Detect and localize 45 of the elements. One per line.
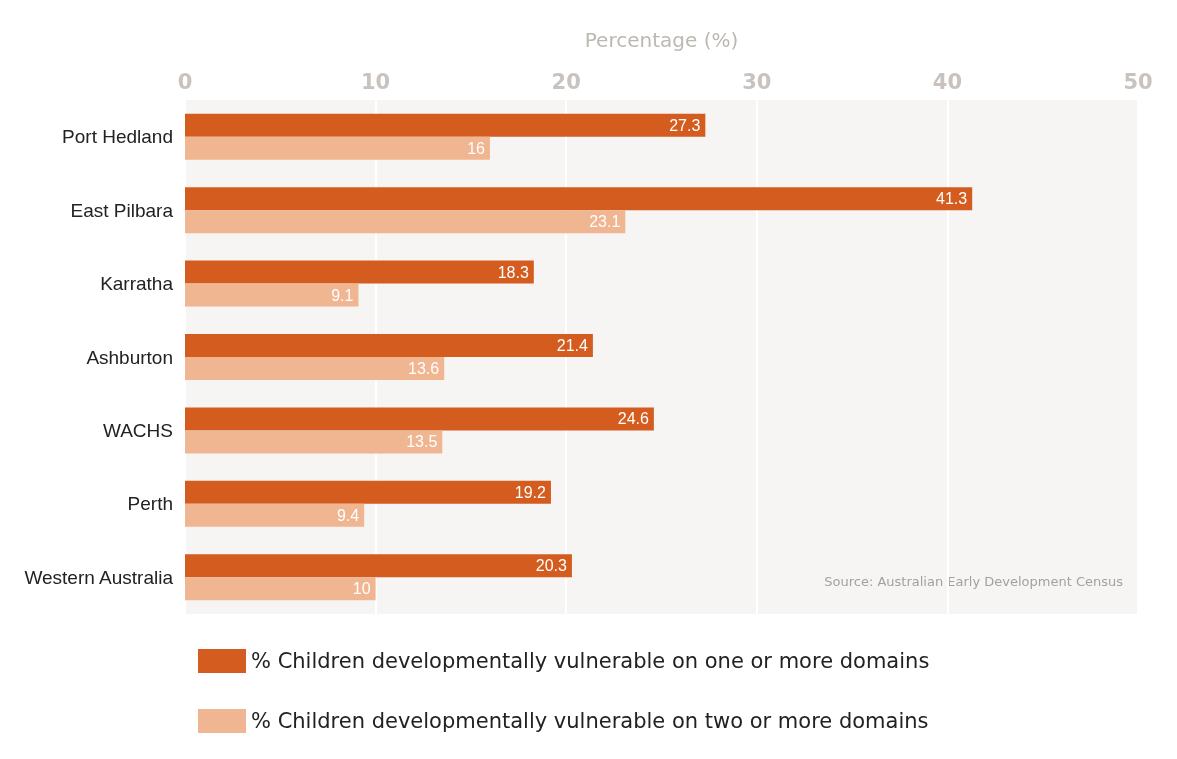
bar <box>185 577 376 601</box>
x-tick-label: 10 <box>360 69 391 94</box>
bar <box>185 554 572 578</box>
x-tick-label: 30 <box>742 69 772 94</box>
data-label: 23.1 <box>589 213 621 231</box>
data-label: 9.1 <box>331 286 354 304</box>
data-label: 10 <box>352 580 371 598</box>
bar <box>185 503 365 527</box>
annotation: Source: Australian Early Development Census <box>824 574 1124 589</box>
legend-label: % Children developmentally vulnerable on one or more domains <box>251 649 930 673</box>
y-tick-label: Perth <box>127 493 173 515</box>
data-label: 18.3 <box>497 263 529 281</box>
data-label: 16 <box>467 139 486 157</box>
x-tick-label: 50 <box>1123 69 1153 94</box>
x-tick-label: 40 <box>932 69 963 94</box>
bar <box>185 480 551 504</box>
data-label: 24.6 <box>617 410 649 428</box>
y-tick-label: Port Hedland <box>62 126 173 148</box>
y-tick-label: WACHS <box>102 419 173 441</box>
bar <box>185 430 443 454</box>
data-label: 19.2 <box>514 483 547 501</box>
bar <box>185 113 706 137</box>
bar <box>185 334 593 357</box>
y-tick-label: Ashburton <box>86 346 173 368</box>
bar <box>185 407 654 431</box>
bar <box>185 357 445 380</box>
x-tick-label: 20 <box>551 69 581 94</box>
bar <box>185 210 626 234</box>
x-axis-title: Percentage (%) <box>584 28 739 52</box>
data-label: 20.3 <box>535 557 568 575</box>
data-label: 9.4 <box>336 506 360 524</box>
y-tick-label: East Pilbara <box>70 199 174 221</box>
data-label: 13.6 <box>408 360 440 377</box>
data-label: 13.5 <box>406 433 438 451</box>
bar <box>185 187 973 211</box>
bar <box>185 260 534 284</box>
data-label: 27.3 <box>669 116 701 134</box>
bar <box>185 283 359 307</box>
legend-label: % Children developmentally vulnerable on two or more domains <box>251 709 929 733</box>
x-tick-label: 0 <box>177 69 193 94</box>
y-tick-label: Karratha <box>100 273 174 295</box>
data-label: 41.3 <box>936 190 968 208</box>
data-label: 21.4 <box>556 337 588 354</box>
y-tick-label: Western Australia <box>24 566 174 588</box>
bar <box>185 136 490 160</box>
